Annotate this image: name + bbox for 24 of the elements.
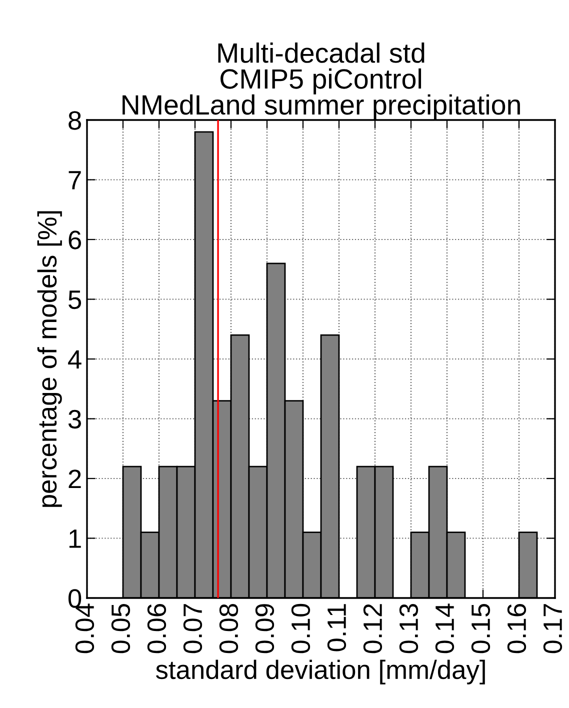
x-tick-label: 0.17 — [543, 604, 562, 654]
x-tick-label: 0.08 — [219, 604, 238, 654]
x-tick-label: 0.15 — [471, 604, 490, 654]
y-tick-label: 3 — [68, 410, 81, 429]
x-tick-label: 0.07 — [183, 604, 202, 654]
x-tick-label: 0.10 — [291, 604, 310, 654]
y-tick-label: 5 — [68, 290, 82, 310]
x-tick-label: 0.09 — [255, 604, 274, 654]
y-tick-label: 1 — [69, 530, 81, 548]
y-tick-label: 6 — [68, 230, 81, 250]
y-axis-title: percentage of models [%] — [37, 211, 62, 507]
x-tick-label: 0.06 — [147, 604, 166, 654]
x-tick-label: 0.16 — [507, 604, 526, 654]
x-tick-label: 0.05 — [111, 604, 130, 654]
chart-title: Multi-decadal std CMIP5 piControl NMedLand summer precipitation — [122, 42, 520, 120]
y-tick-label: 8 — [68, 111, 81, 130]
x-tick-label: 0.13 — [399, 604, 418, 654]
x-tick-label: 0.11 — [327, 604, 346, 652]
y-tick-label: 7 — [68, 171, 81, 190]
x-tick-label: 0.14 — [435, 604, 454, 654]
x-tick-label: 0.12 — [363, 604, 382, 654]
x-axis-title: standard deviation [mm/day] — [156, 660, 485, 684]
y-tick-label: 4 — [68, 350, 82, 369]
y-tick-label: 2 — [68, 470, 81, 488]
